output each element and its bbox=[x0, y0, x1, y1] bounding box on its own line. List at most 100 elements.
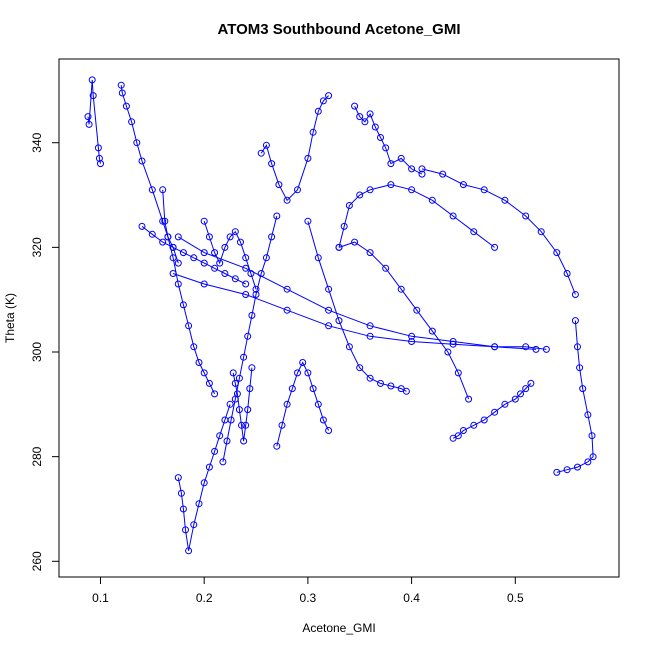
data-point bbox=[387, 382, 395, 390]
data-point bbox=[553, 468, 561, 476]
data-point bbox=[229, 369, 237, 377]
data-point bbox=[117, 81, 125, 89]
data-point bbox=[532, 345, 540, 353]
data-point bbox=[418, 170, 426, 178]
data-point bbox=[262, 141, 270, 149]
data-point bbox=[174, 233, 182, 241]
data-point bbox=[216, 259, 224, 267]
data-point bbox=[371, 123, 379, 131]
data-point bbox=[574, 343, 581, 351]
series-17 bbox=[200, 217, 260, 293]
data-point bbox=[159, 238, 167, 246]
series-8 bbox=[553, 317, 597, 476]
data-point bbox=[304, 217, 312, 225]
data-point bbox=[85, 120, 93, 128]
data-point bbox=[366, 110, 374, 118]
data-point bbox=[95, 154, 103, 162]
data-point bbox=[169, 254, 177, 262]
data-point bbox=[319, 97, 327, 105]
y-tick-label: 300 bbox=[30, 342, 44, 362]
series-line bbox=[222, 215, 278, 462]
data-point bbox=[283, 306, 291, 314]
data-point bbox=[574, 463, 581, 471]
series-5 bbox=[257, 92, 333, 204]
data-point bbox=[402, 387, 410, 395]
data-point bbox=[444, 348, 452, 356]
series-15 bbox=[335, 181, 499, 251]
data-point bbox=[240, 353, 248, 361]
data-point bbox=[179, 301, 187, 309]
data-point bbox=[242, 254, 250, 262]
data-point bbox=[179, 249, 187, 257]
data-point bbox=[491, 243, 499, 251]
data-point bbox=[397, 285, 405, 293]
data-point bbox=[589, 453, 597, 461]
data-point bbox=[221, 243, 229, 251]
data-point bbox=[182, 526, 189, 534]
data-point bbox=[174, 259, 182, 267]
data-point bbox=[397, 154, 405, 162]
data-point bbox=[304, 154, 312, 162]
data-point bbox=[361, 118, 369, 126]
data-point bbox=[242, 291, 250, 298]
data-point bbox=[571, 291, 579, 298]
data-point bbox=[185, 322, 193, 330]
data-point bbox=[179, 505, 187, 513]
data-point bbox=[454, 369, 462, 377]
series-line bbox=[338, 241, 470, 400]
data-point bbox=[88, 76, 96, 84]
x-tick-label: 0.5 bbox=[507, 591, 524, 605]
data-point bbox=[459, 181, 467, 189]
series-line bbox=[354, 105, 423, 175]
data-point bbox=[248, 311, 256, 319]
data-point bbox=[470, 421, 478, 429]
series-18 bbox=[229, 364, 256, 445]
series-line bbox=[141, 226, 246, 285]
data-point bbox=[190, 521, 198, 529]
data-point bbox=[257, 149, 265, 157]
data-point bbox=[299, 359, 307, 366]
data-point bbox=[231, 379, 239, 387]
data-point bbox=[268, 233, 276, 241]
data-point bbox=[200, 217, 208, 225]
data-point bbox=[252, 291, 260, 298]
data-point bbox=[238, 421, 245, 429]
data-point bbox=[190, 343, 198, 351]
series-12 bbox=[335, 238, 473, 403]
data-point bbox=[491, 343, 499, 351]
data-point bbox=[174, 280, 182, 288]
data-point bbox=[459, 427, 467, 434]
data-point bbox=[226, 400, 234, 408]
data-point bbox=[408, 332, 416, 340]
data-point bbox=[200, 259, 208, 267]
data-point bbox=[319, 416, 327, 424]
series-line bbox=[87, 79, 101, 164]
data-point bbox=[138, 222, 146, 230]
data-point bbox=[244, 332, 252, 340]
series-line bbox=[260, 95, 329, 202]
data-point bbox=[418, 165, 426, 173]
data-point bbox=[366, 332, 374, 340]
data-point bbox=[314, 107, 322, 115]
data-point bbox=[439, 170, 447, 178]
data-point bbox=[571, 317, 579, 325]
data-point bbox=[309, 128, 317, 136]
series-7 bbox=[418, 165, 579, 298]
data-point bbox=[211, 264, 219, 272]
series-line bbox=[276, 361, 330, 447]
x-tick-label: 0.4 bbox=[403, 591, 420, 605]
series-14 bbox=[273, 359, 333, 450]
data-point bbox=[325, 427, 333, 434]
data-point bbox=[231, 275, 239, 283]
data-point bbox=[501, 196, 509, 204]
data-point bbox=[345, 202, 353, 209]
data-point bbox=[314, 254, 322, 262]
data-point bbox=[273, 212, 281, 220]
data-point bbox=[288, 385, 296, 393]
data-point bbox=[294, 186, 301, 194]
data-point bbox=[377, 134, 384, 141]
y-axis-label: Theta (K) bbox=[3, 293, 17, 343]
series-0 bbox=[84, 76, 104, 168]
data-point bbox=[262, 254, 270, 262]
data-point bbox=[501, 400, 509, 408]
